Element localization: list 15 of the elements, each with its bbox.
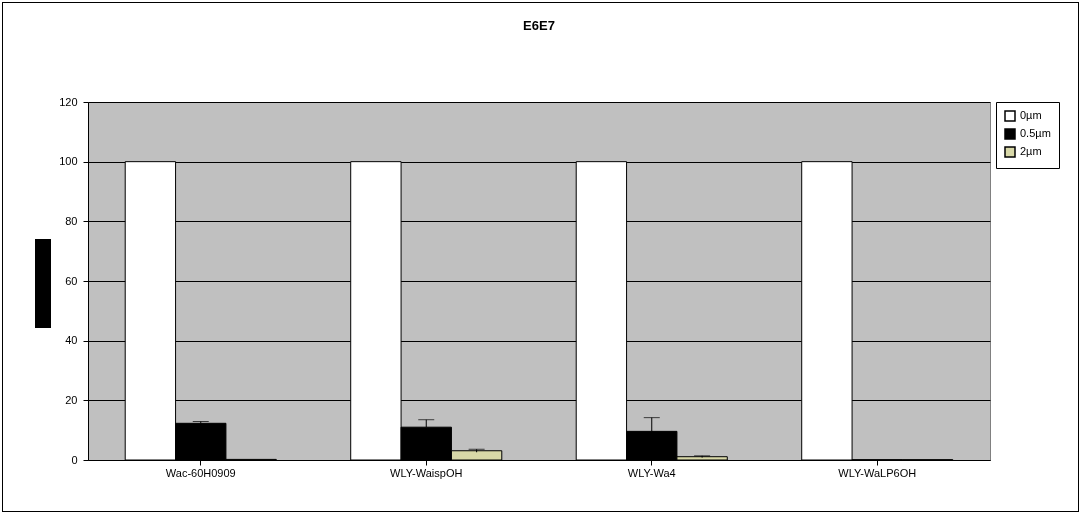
- y-tick-label: 80: [65, 214, 78, 227]
- y-tick-label: 0: [71, 453, 78, 466]
- legend-label: 2µm: [1020, 145, 1042, 157]
- legend-label: 0µm: [1020, 109, 1042, 121]
- y-tick-label: 100: [59, 155, 78, 168]
- x-tick-label: WLY-Wa4: [627, 466, 676, 479]
- x-tick-label: Wac-60H0909: [165, 466, 236, 479]
- y-tick-label: 60: [65, 274, 78, 287]
- x-tick-label: WLY-WaispOH: [390, 466, 463, 479]
- y-tick-label: 40: [65, 334, 78, 347]
- y-tick-label: 120: [59, 95, 78, 108]
- x-tick-label: WLY-WaLP6OH: [838, 466, 917, 479]
- legend-label: 0.5µm: [1020, 127, 1051, 139]
- chart-title: E6E7: [523, 18, 555, 33]
- y-tick-label: 20: [65, 393, 78, 406]
